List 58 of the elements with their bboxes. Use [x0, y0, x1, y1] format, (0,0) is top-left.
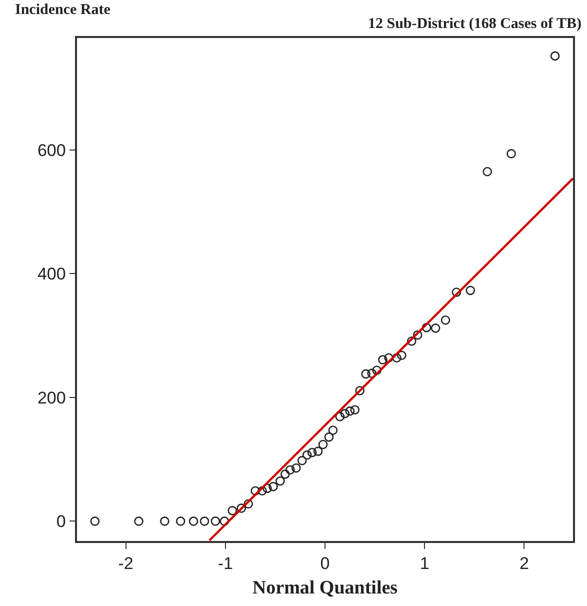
point: [506, 149, 516, 158]
point: [318, 440, 328, 450]
point: [236, 504, 246, 513]
point: [220, 516, 230, 526]
x-tick-label: 0: [320, 554, 330, 574]
point: [280, 470, 290, 479]
x-tick-label: -2: [118, 554, 134, 574]
x-tick-label: -1: [218, 554, 233, 574]
point: [482, 166, 492, 176]
point: [188, 516, 198, 526]
point: [200, 516, 210, 526]
point: [297, 456, 307, 466]
point: [268, 482, 278, 492]
point: [355, 386, 365, 396]
point: [407, 336, 416, 346]
point: [466, 286, 476, 296]
point: [328, 426, 338, 435]
point: [307, 448, 317, 458]
x-axis-title: Normal Quantiles: [252, 577, 398, 598]
point: [90, 516, 100, 526]
point: [550, 51, 560, 61]
x-tick-label: 2: [519, 554, 529, 574]
point: [384, 353, 394, 363]
point: [412, 330, 422, 340]
point: [210, 516, 220, 526]
x-tick-label: 1: [420, 554, 430, 574]
point: [302, 450, 312, 460]
y-axis-title: Incidence Rate: [15, 2, 111, 18]
point: [244, 499, 253, 509]
point: [345, 406, 355, 416]
point: [324, 432, 334, 442]
point: [422, 322, 432, 332]
point: [160, 516, 170, 526]
point: [313, 446, 323, 456]
y-tick-label: 0: [56, 512, 66, 532]
point: [378, 355, 388, 364]
point: [276, 476, 285, 486]
y-tick-label: 200: [37, 388, 66, 408]
point: [285, 465, 295, 474]
point: [258, 486, 267, 496]
y-tick-label: 400: [37, 264, 66, 284]
point: [361, 369, 370, 379]
point: [372, 366, 382, 375]
point: [452, 288, 462, 297]
point: [176, 516, 186, 526]
point: [440, 315, 450, 325]
y-tick-label: 600: [37, 140, 66, 160]
point: [340, 408, 350, 418]
point: [335, 412, 345, 422]
point: [350, 405, 360, 414]
point: [291, 463, 301, 473]
chart-title: 12 Sub-District (168 Cases of TB): [368, 16, 582, 32]
point: [397, 350, 406, 360]
point: [134, 516, 144, 526]
point: [262, 484, 272, 494]
point: [392, 353, 402, 363]
point: [430, 324, 440, 333]
point: [228, 506, 238, 516]
